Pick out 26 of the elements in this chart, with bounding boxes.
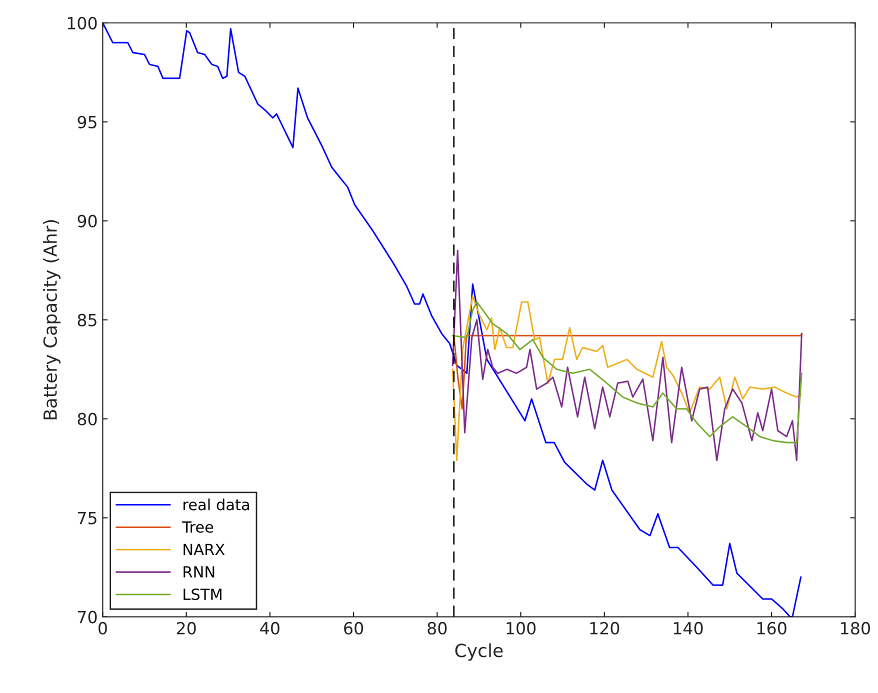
x-tick-label: 40 (260, 622, 280, 635)
y-tick-label: 100 (68, 16, 97, 30)
x-tick-label: 60 (344, 622, 364, 635)
legend-label: Tree (182, 521, 214, 533)
line-series (453, 332, 802, 410)
line-series (452, 250, 802, 462)
x-tick-label: 180 (841, 622, 870, 635)
x-tick-label: 140 (674, 622, 703, 635)
legend-label: LSTM (184, 588, 222, 600)
x-axis-title: Cycle (455, 643, 503, 661)
y-tick-label: 70 (78, 610, 97, 624)
legend-label: RNN (184, 566, 214, 578)
y-tick-label: 90 (78, 214, 97, 228)
x-tick-label: 120 (590, 622, 620, 635)
y-tick-label: 95 (78, 116, 96, 128)
legend-label: real data (184, 498, 249, 510)
y-tick-label: 75 (78, 512, 96, 524)
x-tick-label: 160 (757, 622, 786, 635)
y-axis-title: Battery Capacity (Ahr) (43, 220, 60, 420)
x-tick-label: 80 (428, 622, 447, 635)
x-tick-label: 100 (506, 622, 536, 635)
y-tick-label: 80 (78, 412, 97, 426)
legend-label: NARX (184, 544, 225, 555)
y-tick-label: 85 (78, 314, 96, 326)
x-tick-label: 20 (176, 622, 196, 635)
x-tick-label: 0 (98, 622, 107, 635)
